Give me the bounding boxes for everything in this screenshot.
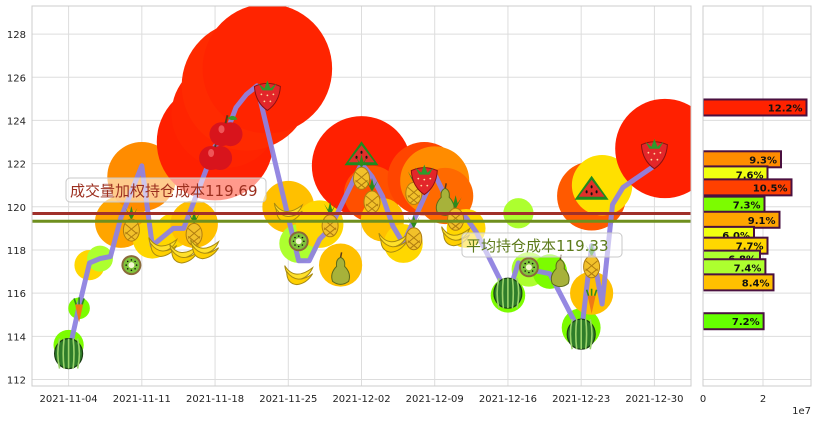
- main-plot-frame: [31, 5, 692, 387]
- pineapple-icon: [353, 154, 370, 190]
- banana-icon: [378, 232, 409, 253]
- x-tick-label: 2021-11-11: [113, 394, 171, 405]
- distribution-bar-label: 8.4%: [742, 278, 770, 289]
- x-tick-label: 2021-12-16: [479, 394, 537, 405]
- cost-annotation-label: 成交量加权持仓成本119.69: [70, 182, 258, 200]
- kiwi-icon: [518, 257, 539, 278]
- cost-annotation-label: 平均持仓成本119.33: [466, 237, 609, 255]
- distribution-bar-label: 7.6%: [736, 170, 764, 181]
- distribution-bar-label: 7.2%: [732, 317, 760, 328]
- cost-annotation-box: [461, 232, 623, 258]
- watermelon-icon: [566, 318, 596, 350]
- strawberry-icon: [640, 138, 668, 170]
- x-tick-label: 2021-12-30: [625, 394, 683, 405]
- distribution-bar-label: 7.4%: [734, 263, 762, 274]
- carrot-icon: [585, 288, 598, 314]
- distribution-bar-label: 9.3%: [749, 155, 777, 166]
- distribution-bar: [703, 178, 793, 197]
- side-plot: 12.2%9.3%7.6%10.5%7.3%9.1%6.0%7.7%6.8%7.…: [700, 5, 812, 417]
- y-tick-label: 118: [7, 246, 26, 257]
- banana-icon: [284, 265, 314, 286]
- y-tick-label: 126: [7, 73, 26, 84]
- side-x-offset-label: 1e7: [792, 406, 811, 417]
- distribution-bar-label: 10.5%: [753, 183, 788, 194]
- x-tick-label: 2021-11-18: [186, 394, 244, 405]
- strawberry-icon: [253, 80, 281, 112]
- kiwi-icon: [121, 255, 142, 276]
- watermelon-slice-icon: [574, 175, 609, 200]
- apple-icon: [209, 114, 243, 147]
- distribution-bar-label: 12.2%: [768, 103, 803, 114]
- distribution-bar-layer: 12.2%9.3%7.6%10.5%7.3%9.1%6.0%7.7%6.8%7.…: [703, 98, 808, 331]
- y-tick-label: 120: [7, 203, 26, 214]
- main-axis-ticks: 112 114 116 118 120 122 124 126 128 2021-11-04 202…: [7, 30, 684, 405]
- cost-annotation-layer: 成交量加权持仓成本119.69 平均持仓成本119.33: [65, 177, 623, 258]
- x-tick-label: 2021-12-23: [552, 394, 610, 405]
- side-x-tick-label: 0: [700, 394, 706, 405]
- distribution-bar-label: 7.3%: [733, 201, 761, 212]
- y-tick-label: 122: [7, 160, 26, 171]
- y-tick-label: 112: [7, 376, 26, 387]
- carrot-icon: [73, 297, 85, 323]
- distribution-bar: [703, 273, 775, 292]
- y-tick-label: 116: [7, 289, 26, 300]
- distribution-bar: [703, 98, 808, 117]
- distribution-bar-label: 7.7%: [736, 242, 764, 253]
- distribution-bar-label: 9.1%: [748, 216, 776, 227]
- side-plot-frame: [702, 5, 812, 387]
- volume-bubble: [202, 6, 333, 134]
- price-series-line: [66, 83, 657, 357]
- cost-line-layer: [32, 211, 691, 223]
- kiwi-icon: [288, 231, 309, 252]
- banana-icon: [190, 239, 220, 260]
- distribution-bar: [703, 312, 765, 331]
- x-tick-label: 2021-11-04: [40, 394, 98, 405]
- side-x-tick-label: 2: [760, 394, 766, 405]
- cost-annotation-box: [65, 177, 267, 203]
- pineapple-icon: [405, 214, 423, 251]
- price-line-layer: [66, 83, 657, 357]
- y-tick-label: 124: [7, 116, 26, 127]
- watermelon-icon: [493, 277, 523, 309]
- watermelon-icon: [53, 338, 84, 370]
- x-tick-label: 2021-12-02: [332, 394, 390, 405]
- pear-icon: [435, 183, 455, 216]
- y-tick-label: 114: [7, 332, 26, 343]
- x-tick-label: 2021-11-25: [259, 394, 317, 405]
- x-tick-label: 2021-12-09: [406, 394, 464, 405]
- apple-icon: [199, 138, 233, 170]
- y-tick-label: 128: [7, 30, 26, 41]
- fruit-marker-layer: [53, 80, 668, 370]
- banana-icon: [169, 243, 199, 264]
- main-plot: 成交量加权持仓成本119.69 平均持仓成本119.33 112 114 116 118…: [7, 5, 692, 405]
- pear-icon: [331, 252, 350, 285]
- strawberry-icon: [410, 164, 438, 196]
- distribution-bar-label: 6.0%: [722, 231, 750, 242]
